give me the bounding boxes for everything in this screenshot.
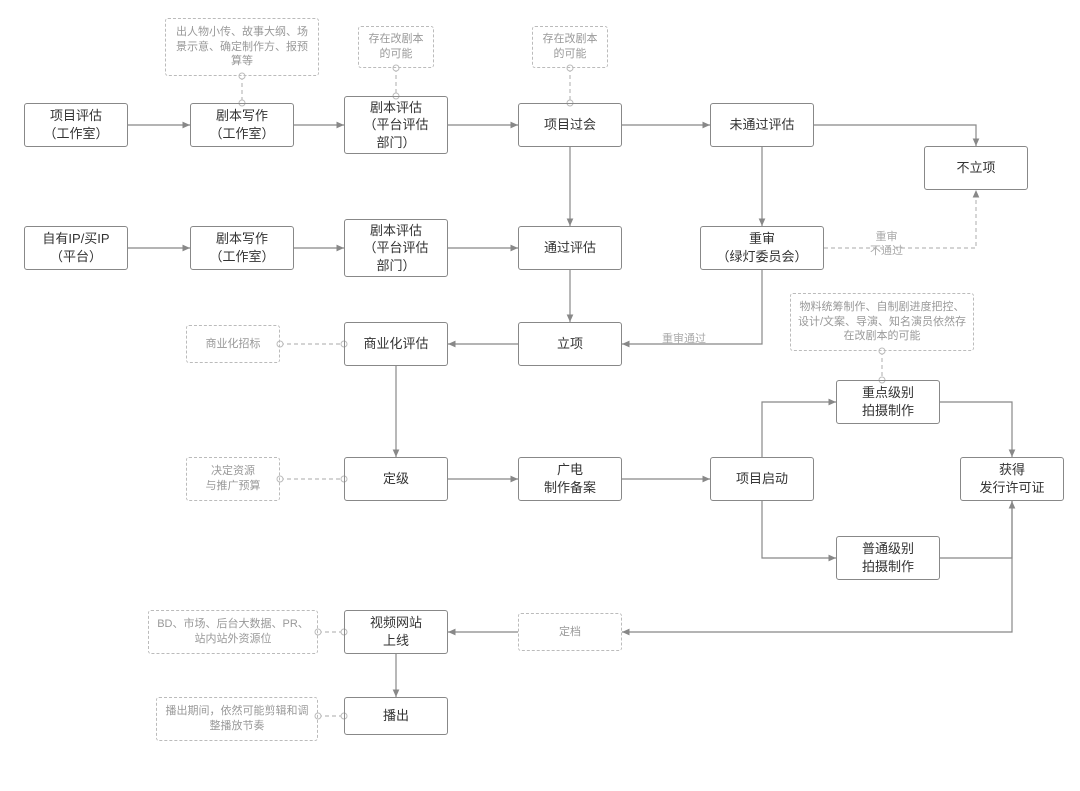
edge-n19-n20 [622, 501, 1012, 632]
node-n7: 自有IP/买IP（平台） [24, 226, 128, 270]
node-n13: 立项 [518, 322, 622, 366]
node-c6: BD、市场、后台大数据、PR、站内站外资源位 [148, 610, 318, 654]
edge-n5-n6 [814, 125, 976, 146]
node-n14: 定级 [344, 457, 448, 501]
node-c4: 商业化招标 [186, 325, 280, 363]
edge-n18-n19 [940, 501, 1012, 558]
node-n11: 重审（绿灯委员会） [700, 226, 824, 270]
node-n20: 定档 [518, 613, 622, 651]
node-n2: 剧本写作（工作室） [190, 103, 294, 147]
node-n22: 播出 [344, 697, 448, 735]
node-n17: 重点级别拍摄制作 [836, 380, 940, 424]
node-n8: 剧本写作（工作室） [190, 226, 294, 270]
edge-n17-n19 [940, 402, 1012, 457]
node-n4: 项目过会 [518, 103, 622, 147]
edge-label-1: 重审通过 [662, 332, 706, 346]
node-n10: 通过评估 [518, 226, 622, 270]
node-c3: 存在改剧本的可能 [532, 26, 608, 68]
node-c1: 出人物小传、故事大纲、场景示意、确定制作方、报预算等 [165, 18, 319, 76]
node-n19: 获得发行许可证 [960, 457, 1064, 501]
node-n16: 项目启动 [710, 457, 814, 501]
node-n6: 不立项 [924, 146, 1028, 190]
node-n12: 商业化评估 [344, 322, 448, 366]
node-c2: 存在改剧本的可能 [358, 26, 434, 68]
edge-n16-n17 [762, 402, 836, 457]
node-n15: 广电制作备案 [518, 457, 622, 501]
node-c5: 决定资源与推广预算 [186, 457, 280, 501]
node-n5: 未通过评估 [710, 103, 814, 147]
edge-n16-n18 [762, 501, 836, 558]
node-n21: 视频网站上线 [344, 610, 448, 654]
node-n1: 项目评估（工作室） [24, 103, 128, 147]
node-n3: 剧本评估（平台评估部门） [344, 96, 448, 154]
node-c7: 播出期间，依然可能剪辑和调整播放节奏 [156, 697, 318, 741]
node-n9: 剧本评估（平台评估部门） [344, 219, 448, 277]
node-c8: 物料统筹制作、自制剧进度把控、设计/文案、导演、知名演员依然存在改剧本的可能 [790, 293, 974, 351]
edge-label-0: 重审不通过 [870, 230, 903, 259]
node-n18: 普通级别拍摄制作 [836, 536, 940, 580]
flowchart-canvas: 项目评估（工作室） 剧本写作（工作室） 剧本评估（平台评估部门） 项目过会 未通过评估不… [0, 0, 1080, 791]
